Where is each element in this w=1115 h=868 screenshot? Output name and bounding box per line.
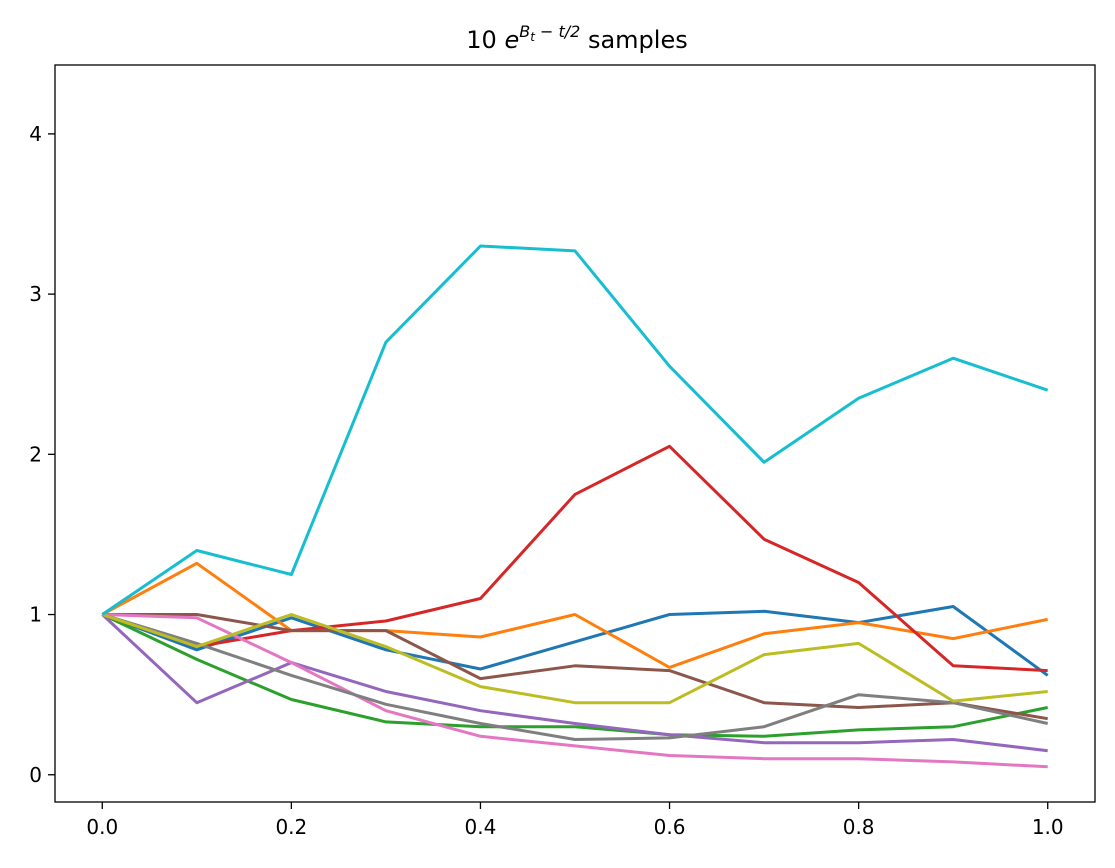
x-tick-label: 0.8	[843, 815, 875, 839]
y-tick-label: 1	[29, 603, 42, 627]
y-tick-label: 0	[29, 763, 42, 787]
series-line-8	[101, 613, 1049, 741]
title-exponent-subscript: t	[530, 30, 536, 44]
x-tick-label: 0.2	[275, 815, 307, 839]
x-tick-label: 0.6	[654, 815, 686, 839]
title-exponent: B	[519, 22, 530, 41]
series-line-5	[101, 613, 1048, 753]
y-tick-label: 4	[29, 122, 42, 146]
title-exponent-rest: − t/2	[535, 22, 580, 41]
series-line-2	[101, 561, 1048, 669]
chart-title: 10 eBt − t/2 samples	[466, 22, 687, 54]
series-line-3	[101, 613, 1048, 738]
title-suffix: samples	[580, 26, 687, 54]
title-base: e	[504, 26, 519, 54]
x-tick-label: 1.0	[1032, 815, 1064, 839]
x-tick-label: 0.0	[86, 815, 118, 839]
series-line-7	[102, 613, 1048, 769]
y-axis: 0 1 2 3 4	[29, 122, 55, 787]
title-prefix: 10	[466, 26, 504, 54]
y-tick-label: 3	[29, 282, 42, 306]
x-tick-label: 0.4	[465, 815, 497, 839]
plot-frame	[54, 64, 1096, 803]
series-line-9	[101, 613, 1048, 705]
y-tick-label: 2	[29, 442, 42, 466]
x-axis: 0.0 0.2 0.4 0.6 0.8 1.0	[86, 802, 1064, 839]
series-line-10	[101, 244, 1049, 616]
series-line-1	[101, 605, 1049, 677]
series-line-4	[101, 444, 1048, 673]
series-group	[101, 244, 1049, 769]
